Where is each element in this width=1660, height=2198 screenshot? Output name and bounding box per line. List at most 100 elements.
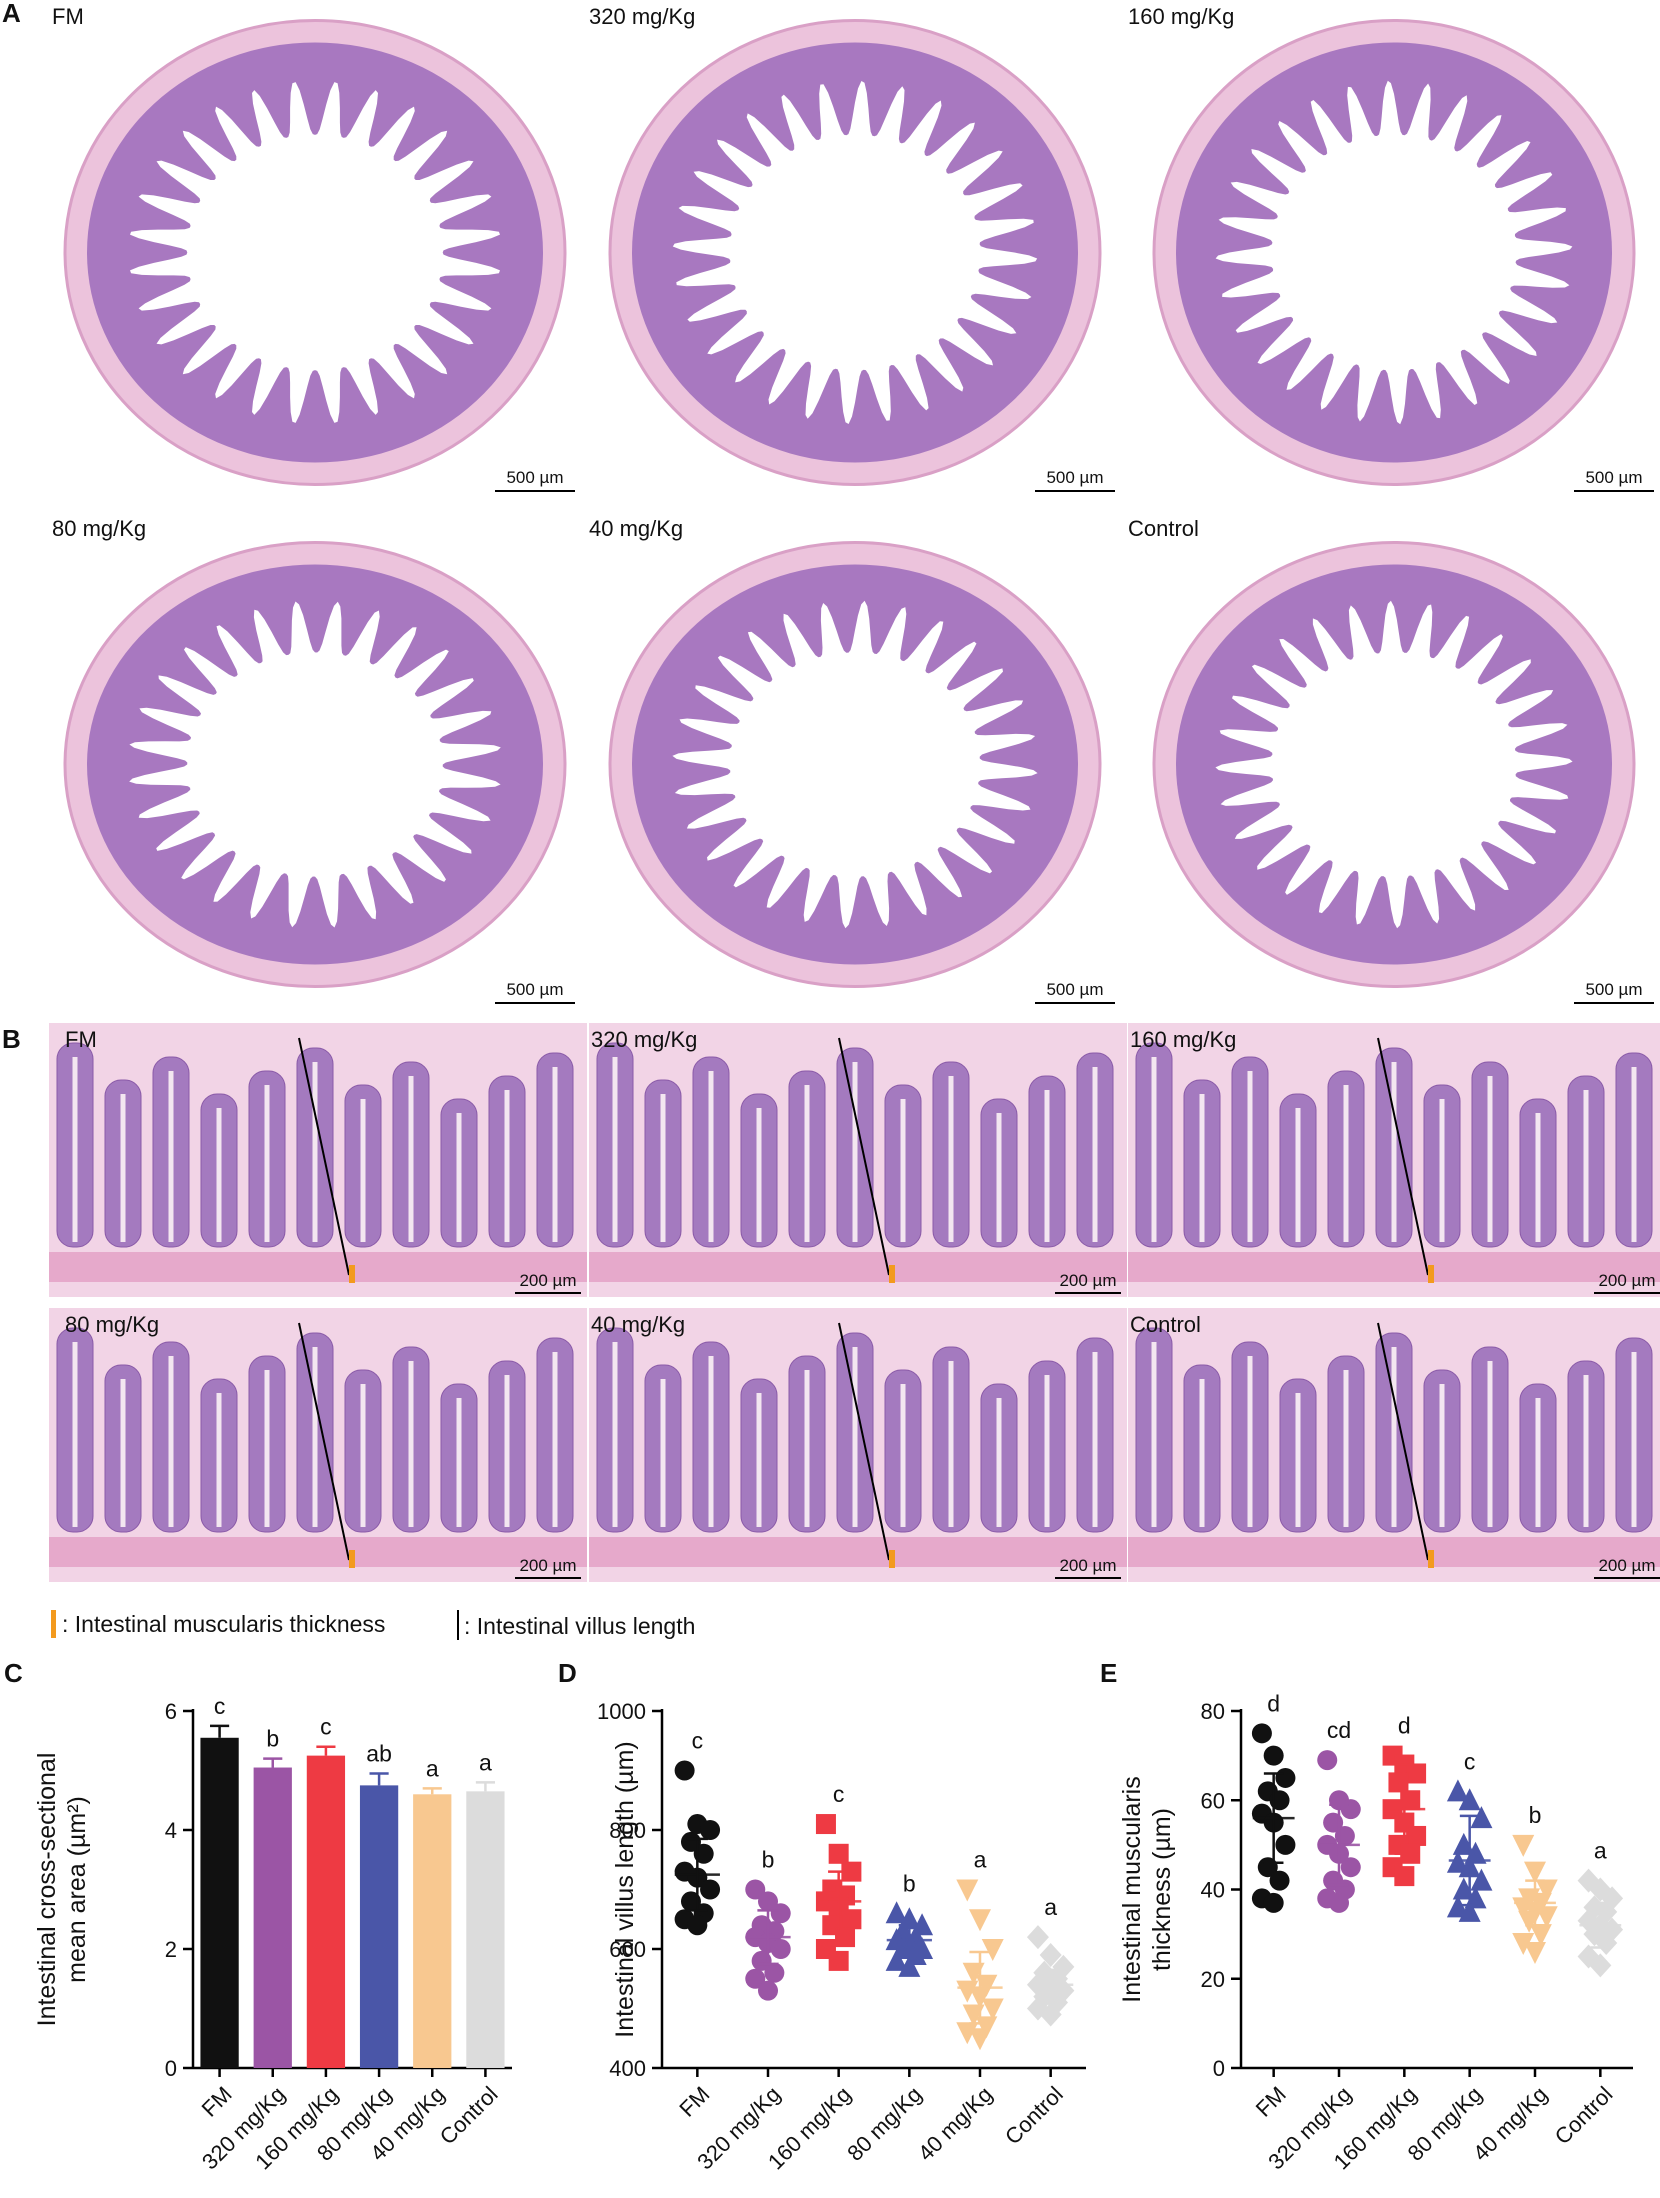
point <box>1340 1857 1361 1878</box>
chart: E Intestinal muscularis thickness (µm) 0 20 4… <box>1100 1658 1633 2174</box>
panel-label: B <box>2 1024 21 1054</box>
x-tick-label: Control <box>1000 2082 1068 2150</box>
muscularis-thickness <box>1428 1265 1434 1283</box>
point <box>745 1968 766 1989</box>
point <box>1470 1868 1493 1891</box>
point <box>1039 2002 1062 2027</box>
point <box>1275 1767 1296 1788</box>
villus-length <box>838 1322 890 1561</box>
point <box>1512 1933 1535 1956</box>
point <box>1275 1834 1296 1855</box>
point <box>770 1903 791 1924</box>
point <box>898 1954 921 1977</box>
lumen <box>1215 80 1573 425</box>
image-label: FM <box>52 4 84 29</box>
point <box>680 1891 701 1912</box>
scale-bar-label: 500 µm <box>1046 468 1103 487</box>
point <box>745 1879 766 1900</box>
x-tick-label: FM <box>197 2082 237 2122</box>
point <box>693 1843 714 1864</box>
point <box>885 1901 908 1924</box>
point <box>1394 1866 1415 1887</box>
y-tick-label: 0 <box>1213 2056 1225 2081</box>
point <box>841 1861 862 1882</box>
point <box>1263 1892 1284 1913</box>
significance-letter: ab <box>366 1740 392 1766</box>
significance-letter: c <box>692 1728 704 1754</box>
significance-letter: b <box>762 1847 775 1873</box>
bar <box>413 1794 452 2068</box>
chart: D Intestinal villus length (µm) 400 600 800 1… <box>558 1658 1086 2174</box>
scale-bar-label: 200 µm <box>519 1556 576 1575</box>
panel-label: A <box>2 0 21 28</box>
scale-bar-label: 500 µm <box>1585 468 1642 487</box>
bar <box>466 1791 505 2068</box>
muscularis-layer <box>49 1252 587 1282</box>
point <box>1535 1879 1558 1902</box>
significance-letter: b <box>1529 1802 1542 1828</box>
point <box>751 1950 772 1971</box>
point <box>687 1915 708 1936</box>
muscularis-layer <box>589 1252 1127 1282</box>
point <box>1026 1925 1049 1950</box>
y-tick-label: 600 <box>609 1937 646 1962</box>
point <box>981 1998 1004 2021</box>
scale-bar-label: 500 µm <box>506 980 563 999</box>
point <box>981 1939 1004 1961</box>
point <box>758 1980 778 2001</box>
image-label: 40 mg/Kg <box>591 1312 685 1337</box>
villus-length <box>298 1322 350 1561</box>
scale-bar-label: 200 µm <box>1598 1271 1655 1290</box>
significance-letter: b <box>903 1870 916 1896</box>
point <box>828 1843 849 1864</box>
point <box>956 2022 979 2045</box>
point <box>1512 1834 1535 1857</box>
bar <box>253 1767 292 2068</box>
histology-image <box>63 19 567 486</box>
point <box>1589 1953 1612 1978</box>
x-tick-label: 40 mg/Kg <box>913 2082 997 2166</box>
x-tick-label: Control <box>1550 2082 1618 2150</box>
point <box>1269 1870 1290 1891</box>
x-tick-label: Control <box>435 2082 503 2150</box>
y-tick-label: 6 <box>165 1699 177 1724</box>
y-axis-label: thickness (µm) <box>1148 1808 1176 1971</box>
villus-length <box>838 1037 890 1276</box>
image-label: 320 mg/Kg <box>591 1027 697 1052</box>
muscularis-layer <box>1128 1252 1660 1282</box>
y-tick-label: 0 <box>165 2056 177 2081</box>
image-label: 320 mg/Kg <box>589 4 695 29</box>
image-label: 160 mg/Kg <box>1130 1027 1236 1052</box>
y-tick-label: 80 <box>1201 1699 1225 1724</box>
significance-letter: a <box>1044 1894 1057 1920</box>
histology-image <box>1152 541 1636 988</box>
point <box>1446 1779 1469 1802</box>
point <box>885 1948 908 1971</box>
point <box>1317 1750 1338 1771</box>
panel-label: E <box>1100 1658 1117 1688</box>
point <box>1263 1745 1284 1766</box>
image-label: 40 mg/Kg <box>589 516 683 541</box>
muscularis-layer <box>1128 1537 1660 1567</box>
image-label: Control <box>1130 1312 1201 1337</box>
muscularis-thickness <box>889 1550 895 1568</box>
point <box>764 1962 785 1983</box>
point <box>969 2028 991 2051</box>
scale-bar-label: 200 µm <box>1059 1271 1116 1290</box>
point <box>674 1760 695 1781</box>
y-axis-label: Intestinal muscularis <box>1118 1776 1146 2002</box>
point <box>1524 1941 1546 1964</box>
significance-letter: c <box>320 1714 332 1740</box>
muscularis-layer <box>49 1537 587 1567</box>
significance-letter: c <box>214 1693 226 1719</box>
image-label: 80 mg/Kg <box>52 516 146 541</box>
point <box>1458 1788 1481 1811</box>
image-label: FM <box>65 1027 97 1052</box>
point <box>1524 1861 1546 1884</box>
panel-label: C <box>4 1658 23 1688</box>
lumen <box>672 600 1038 929</box>
point <box>1039 1942 1062 1967</box>
significance-letter: c <box>833 1781 845 1807</box>
muscularis-layer <box>589 1537 1127 1567</box>
